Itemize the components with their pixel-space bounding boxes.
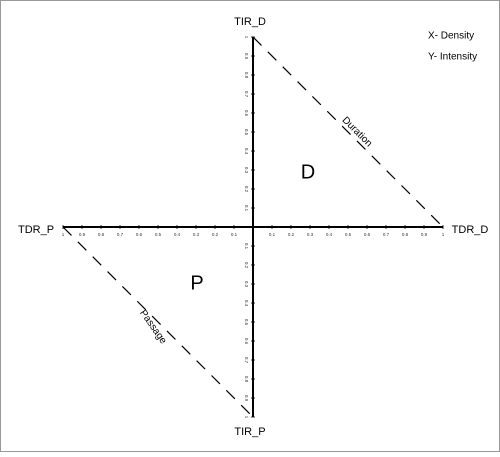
- region-label: P: [190, 272, 203, 294]
- tick-label: 0.7: [117, 232, 124, 237]
- tick-label: 0.5: [155, 232, 162, 237]
- axis-label: TDR_P: [18, 224, 54, 236]
- tick-label: 0.5: [244, 129, 249, 136]
- tick-label: 0.9: [421, 232, 428, 237]
- tick-label: 0.6: [244, 110, 249, 117]
- tick-label: 0.9: [244, 53, 249, 60]
- tick-label: 0.4: [244, 300, 249, 307]
- tick-label: 1: [62, 232, 65, 237]
- tick-label: 0.6: [364, 232, 371, 237]
- tick-label: 1: [244, 36, 249, 39]
- tick-label: 0.7: [244, 91, 249, 98]
- tick-label: 0.2: [244, 186, 249, 193]
- tick-label: 0.3: [193, 232, 200, 237]
- tick-label: 0.4: [244, 148, 249, 155]
- tick-label: 0.9: [79, 232, 86, 237]
- tick-label: 0.8: [244, 376, 249, 383]
- legend-entry: Y- Intensity: [428, 52, 477, 63]
- axis-label: TIR_P: [234, 426, 265, 438]
- tick-label: 1: [244, 416, 249, 419]
- region-label: D: [301, 161, 315, 183]
- axis-label: TIR_D: [234, 16, 266, 28]
- tick-label: 0.9: [244, 395, 249, 402]
- tick-label: 0.4: [174, 232, 181, 237]
- tick-label: 0.7: [244, 357, 249, 364]
- tick-label: 0.6: [136, 232, 143, 237]
- tick-label: 0.1: [244, 243, 249, 250]
- tick-label: 0.8: [402, 232, 409, 237]
- tick-label: 0.3: [244, 167, 249, 174]
- tick-label: 0.1: [231, 232, 238, 237]
- tick-label: 0.3: [307, 232, 314, 237]
- tick-label: 0.5: [244, 319, 249, 326]
- tick-label: 0.3: [244, 281, 249, 288]
- legend-entry: X- Density: [428, 31, 474, 42]
- tick-label: 0.2: [212, 232, 219, 237]
- passage-edge: [62, 226, 254, 418]
- tick-label: 0.8: [98, 232, 105, 237]
- tick-label: 0.1: [244, 205, 249, 212]
- tick-label: 0.4: [326, 232, 333, 237]
- tick-label: 0.8: [244, 72, 249, 79]
- tick-label: 0.2: [288, 232, 295, 237]
- tick-label: 0.5: [345, 232, 352, 237]
- tick-label: 0.1: [269, 232, 276, 237]
- axis-label: TDR_D: [452, 224, 489, 236]
- tick-label: 0.2: [244, 262, 249, 269]
- tick-label: 0.7: [383, 232, 390, 237]
- tick-label: 1: [442, 232, 445, 237]
- duration-edge: [252, 36, 444, 228]
- tick-label: 0.6: [244, 338, 249, 345]
